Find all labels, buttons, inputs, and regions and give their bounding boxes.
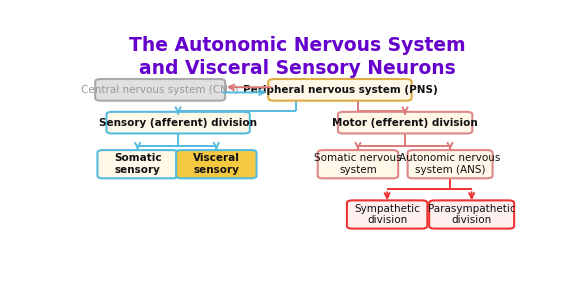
FancyBboxPatch shape [176, 150, 256, 178]
FancyBboxPatch shape [318, 150, 398, 178]
Text: Sympathetic
division: Sympathetic division [354, 204, 420, 225]
Text: Central nervous system (CNS): Central nervous system (CNS) [81, 85, 239, 95]
FancyBboxPatch shape [429, 201, 514, 229]
FancyBboxPatch shape [269, 79, 412, 101]
FancyBboxPatch shape [338, 112, 472, 133]
Text: Somatic nervous
system: Somatic nervous system [314, 153, 402, 175]
FancyBboxPatch shape [97, 150, 178, 178]
Text: Motor (efferent) division: Motor (efferent) division [332, 118, 478, 128]
FancyBboxPatch shape [107, 112, 250, 133]
Text: The Autonomic Nervous System
and Visceral Sensory Neurons: The Autonomic Nervous System and Viscera… [129, 36, 466, 78]
Text: Sensory (afferent) division: Sensory (afferent) division [99, 118, 257, 128]
Text: Parasympathetic
division: Parasympathetic division [428, 204, 516, 225]
Text: Peripheral nervous system (PNS): Peripheral nervous system (PNS) [242, 85, 437, 95]
FancyBboxPatch shape [95, 79, 225, 101]
Text: Somatic
sensory: Somatic sensory [114, 153, 161, 175]
FancyBboxPatch shape [347, 201, 427, 229]
Text: Visceral
sensory: Visceral sensory [193, 153, 240, 175]
Text: Autonomic nervous
system (ANS): Autonomic nervous system (ANS) [400, 153, 501, 175]
FancyBboxPatch shape [408, 150, 492, 178]
